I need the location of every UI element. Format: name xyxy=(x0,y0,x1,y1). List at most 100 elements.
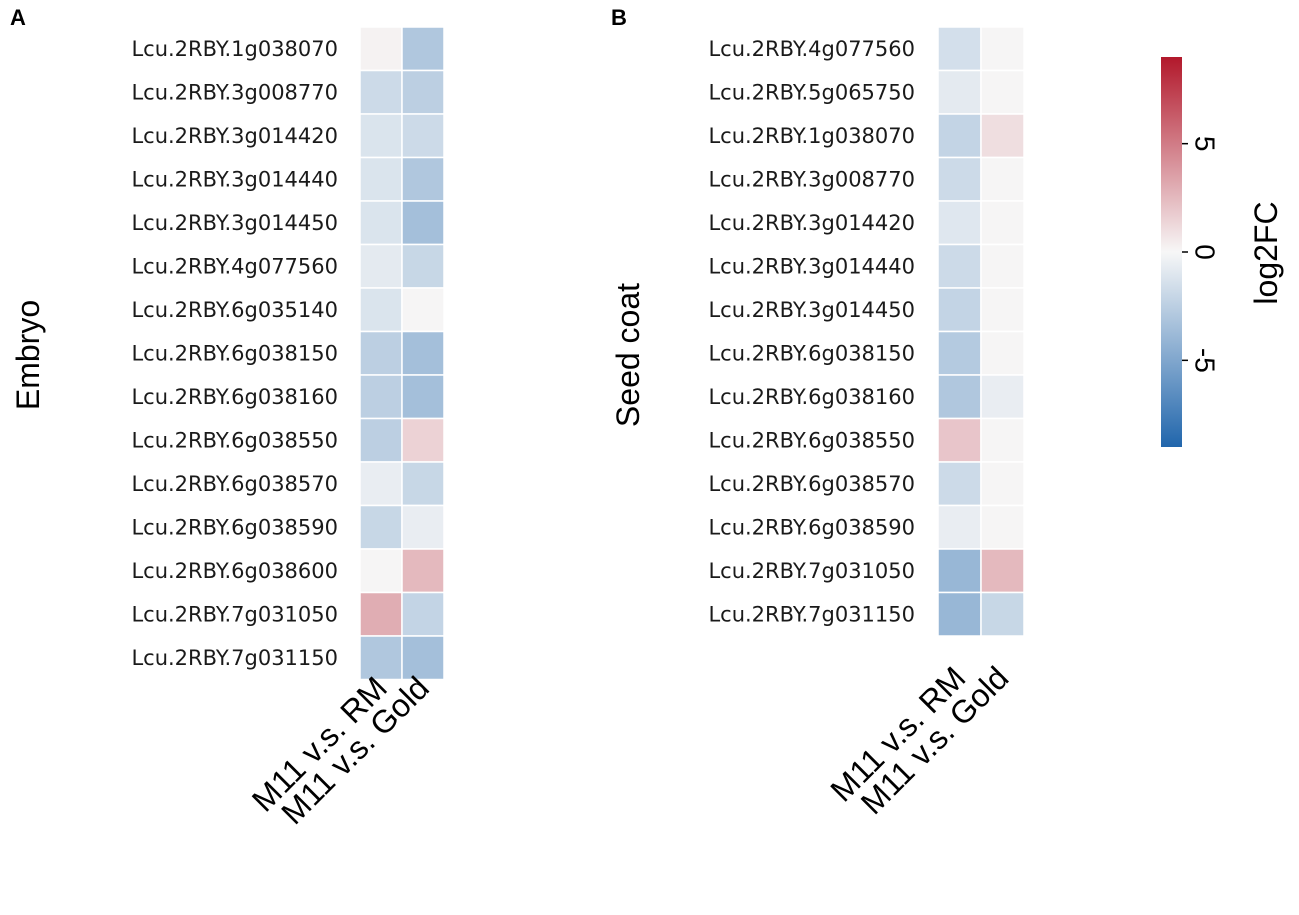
heatmap-cell xyxy=(937,548,982,594)
heatmap-cell xyxy=(401,591,445,637)
heatmap-cell xyxy=(359,504,403,550)
heatmap-cell xyxy=(980,156,1025,202)
row-label: Lcu.2RBY.4g077560 xyxy=(708,37,915,61)
colorbar-gradient xyxy=(1161,57,1182,447)
heatmap-cell xyxy=(937,156,982,202)
heatmap-cell xyxy=(980,461,1025,507)
heatmap-cell xyxy=(401,243,445,289)
heatmap-cell xyxy=(359,330,403,376)
heatmap-cell xyxy=(401,374,445,420)
row-label: Lcu.2RBY.5g065750 xyxy=(708,80,915,104)
row-label: Lcu.2RBY.3g008770 xyxy=(708,167,915,191)
panel-a-embryo: A Embryo Lcu.2RBY.1g038070 Lcu.2RBY.3g00877… xyxy=(10,5,445,831)
heatmap-cell xyxy=(980,200,1025,246)
row-label: Lcu.2RBY.6g038590 xyxy=(131,515,338,539)
colorbar: 5 0 -5 log2FC xyxy=(1161,57,1284,447)
row-label: Lcu.2RBY.3g014450 xyxy=(708,298,915,322)
y-axis-label: Embryo xyxy=(10,300,46,410)
heatmap-cell xyxy=(359,635,403,681)
heatmap-cell xyxy=(401,26,445,72)
heatmap-cell xyxy=(937,243,982,289)
row-label: Lcu.2RBY.6g035140 xyxy=(131,298,338,322)
heatmap-cell xyxy=(937,417,982,463)
heatmap-cell xyxy=(937,200,982,246)
row-label: Lcu.2RBY.6g038150 xyxy=(708,341,915,365)
heatmap-cell xyxy=(980,330,1025,376)
colorbar-tick-label: -5 xyxy=(1190,348,1221,373)
heatmap-cell xyxy=(401,287,445,333)
heatmap-cell xyxy=(401,200,445,246)
heatmap-cell xyxy=(937,374,982,420)
heatmap-cell xyxy=(359,591,403,637)
row-label: Lcu.2RBY.6g038570 xyxy=(708,472,915,496)
heatmap-cell xyxy=(980,504,1025,550)
heatmap-cell xyxy=(401,113,445,159)
heatmap-cell xyxy=(937,461,982,507)
heatmap-cell xyxy=(980,113,1025,159)
heatmap-cell xyxy=(359,113,403,159)
heatmap-cell xyxy=(937,113,982,159)
heatmap-cell xyxy=(937,504,982,550)
row-label: Lcu.2RBY.3g008770 xyxy=(131,80,338,104)
heatmap-cell xyxy=(401,417,445,463)
row-label: Lcu.2RBY.6g038160 xyxy=(131,385,338,409)
panel-b-seed-coat: B Seed coat Lcu.2RBY.4g077560 Lcu.2RBY.5g06… xyxy=(610,5,1025,821)
row-label: Lcu.2RBY.3g014440 xyxy=(131,167,338,191)
heatmap-cell xyxy=(980,374,1025,420)
row-label: Lcu.2RBY.6g038590 xyxy=(708,515,915,539)
row-label: Lcu.2RBY.3g014420 xyxy=(131,124,338,148)
row-label: Lcu.2RBY.6g038160 xyxy=(708,385,915,409)
row-label: Lcu.2RBY.6g038600 xyxy=(131,559,338,583)
heatmap-cell xyxy=(401,461,445,507)
heatmap-cell xyxy=(980,417,1025,463)
row-label: Lcu.2RBY.7g031150 xyxy=(708,602,915,626)
heatmap-cell xyxy=(980,69,1025,115)
heatmap-cell xyxy=(937,26,982,72)
heatmap-cell xyxy=(359,69,403,115)
heatmap-cell xyxy=(980,548,1025,594)
heatmap-cell xyxy=(937,330,982,376)
heatmap-cell xyxy=(359,243,403,289)
heatmap-cell xyxy=(980,243,1025,289)
heatmap-cell xyxy=(401,635,445,681)
heatmap-cell xyxy=(937,69,982,115)
y-axis-label: Seed coat xyxy=(610,283,646,427)
heatmap-cell xyxy=(401,69,445,115)
heatmap-cell xyxy=(937,591,982,637)
heatmap-cell xyxy=(359,156,403,202)
row-label: Lcu.2RBY.3g014450 xyxy=(131,211,338,235)
heatmap-cell xyxy=(359,548,403,594)
heatmap-cell xyxy=(359,374,403,420)
row-label: Lcu.2RBY.7g031050 xyxy=(708,559,915,583)
heatmap-cell xyxy=(359,417,403,463)
colorbar-label: log2FC xyxy=(1248,201,1284,304)
row-label: Lcu.2RBY.6g038550 xyxy=(708,428,915,452)
heatmap-cell xyxy=(980,26,1025,72)
heatmap-cell xyxy=(359,26,403,72)
heatmap-cell xyxy=(359,287,403,333)
row-label: Lcu.2RBY.6g038550 xyxy=(131,428,338,452)
heatmap-cell xyxy=(359,461,403,507)
panel-label: A xyxy=(10,5,26,30)
heatmap-cell xyxy=(401,548,445,594)
heatmap-cell xyxy=(980,591,1025,637)
panel-label: B xyxy=(611,5,627,30)
row-label: Lcu.2RBY.7g031050 xyxy=(131,602,338,626)
row-label: Lcu.2RBY.3g014440 xyxy=(708,254,915,278)
row-label: Lcu.2RBY.1g038070 xyxy=(131,37,338,61)
heatmap-cell xyxy=(401,504,445,550)
colorbar-tick-label: 5 xyxy=(1190,136,1221,152)
row-label: Lcu.2RBY.6g038150 xyxy=(131,341,338,365)
heatmap-cell xyxy=(980,287,1025,333)
heatmap-cell xyxy=(401,330,445,376)
row-label: Lcu.2RBY.4g077560 xyxy=(131,254,338,278)
heatmap-cell xyxy=(359,200,403,246)
row-label: Lcu.2RBY.1g038070 xyxy=(708,124,915,148)
row-label: Lcu.2RBY.3g014420 xyxy=(708,211,915,235)
heatmap-cell xyxy=(401,156,445,202)
heatmap-cell xyxy=(937,287,982,333)
colorbar-tick-label: 0 xyxy=(1190,244,1221,260)
row-label: Lcu.2RBY.7g031150 xyxy=(131,646,338,670)
row-label: Lcu.2RBY.6g038570 xyxy=(131,472,338,496)
